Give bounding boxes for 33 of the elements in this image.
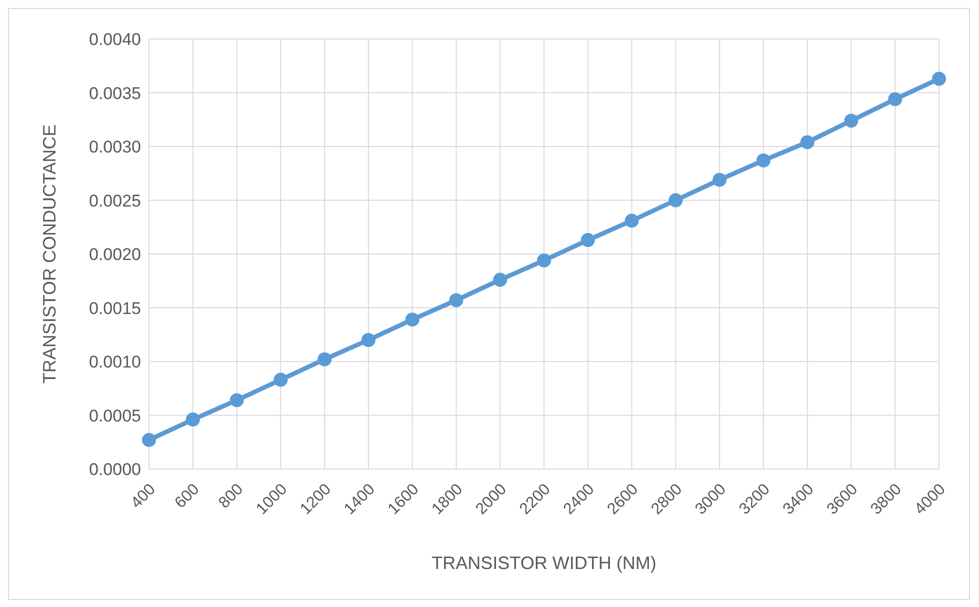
point bbox=[142, 432, 156, 447]
y-axis-title: TRANSISTOR CONDUCTANCE bbox=[39, 124, 60, 384]
y-tick-label: 0.0015 bbox=[89, 298, 141, 318]
y-tick-label: 0.0020 bbox=[89, 245, 141, 264]
point bbox=[888, 92, 902, 106]
point bbox=[580, 233, 595, 248]
point bbox=[186, 412, 200, 427]
y-tick-label: 0.0030 bbox=[89, 138, 141, 157]
point bbox=[318, 352, 332, 366]
point bbox=[932, 72, 946, 86]
point bbox=[668, 193, 683, 208]
point bbox=[712, 172, 727, 187]
x-tick-label: 600 bbox=[172, 480, 203, 512]
x-tick-label: 800 bbox=[216, 480, 247, 512]
point bbox=[800, 135, 814, 150]
y-tick-label: 0.0005 bbox=[89, 406, 141, 426]
point bbox=[844, 114, 858, 128]
point bbox=[361, 333, 376, 347]
point bbox=[405, 312, 420, 327]
point bbox=[537, 253, 551, 268]
x-axis-title: TRANSISTOR WIDTH (NM) bbox=[432, 553, 656, 573]
point bbox=[449, 293, 464, 308]
y-tick-label: 0.0025 bbox=[89, 191, 141, 210]
point bbox=[493, 272, 508, 287]
x-tick-label: 400 bbox=[128, 480, 159, 512]
point bbox=[230, 393, 244, 408]
point bbox=[274, 372, 288, 387]
y-tick-label: 0.0040 bbox=[89, 30, 141, 50]
y-tick-label: 0.0035 bbox=[89, 84, 141, 103]
y-tick-label: 0.0000 bbox=[89, 460, 141, 480]
y-tick-label: 0.0010 bbox=[89, 352, 141, 372]
point bbox=[756, 153, 770, 168]
point bbox=[624, 214, 639, 228]
